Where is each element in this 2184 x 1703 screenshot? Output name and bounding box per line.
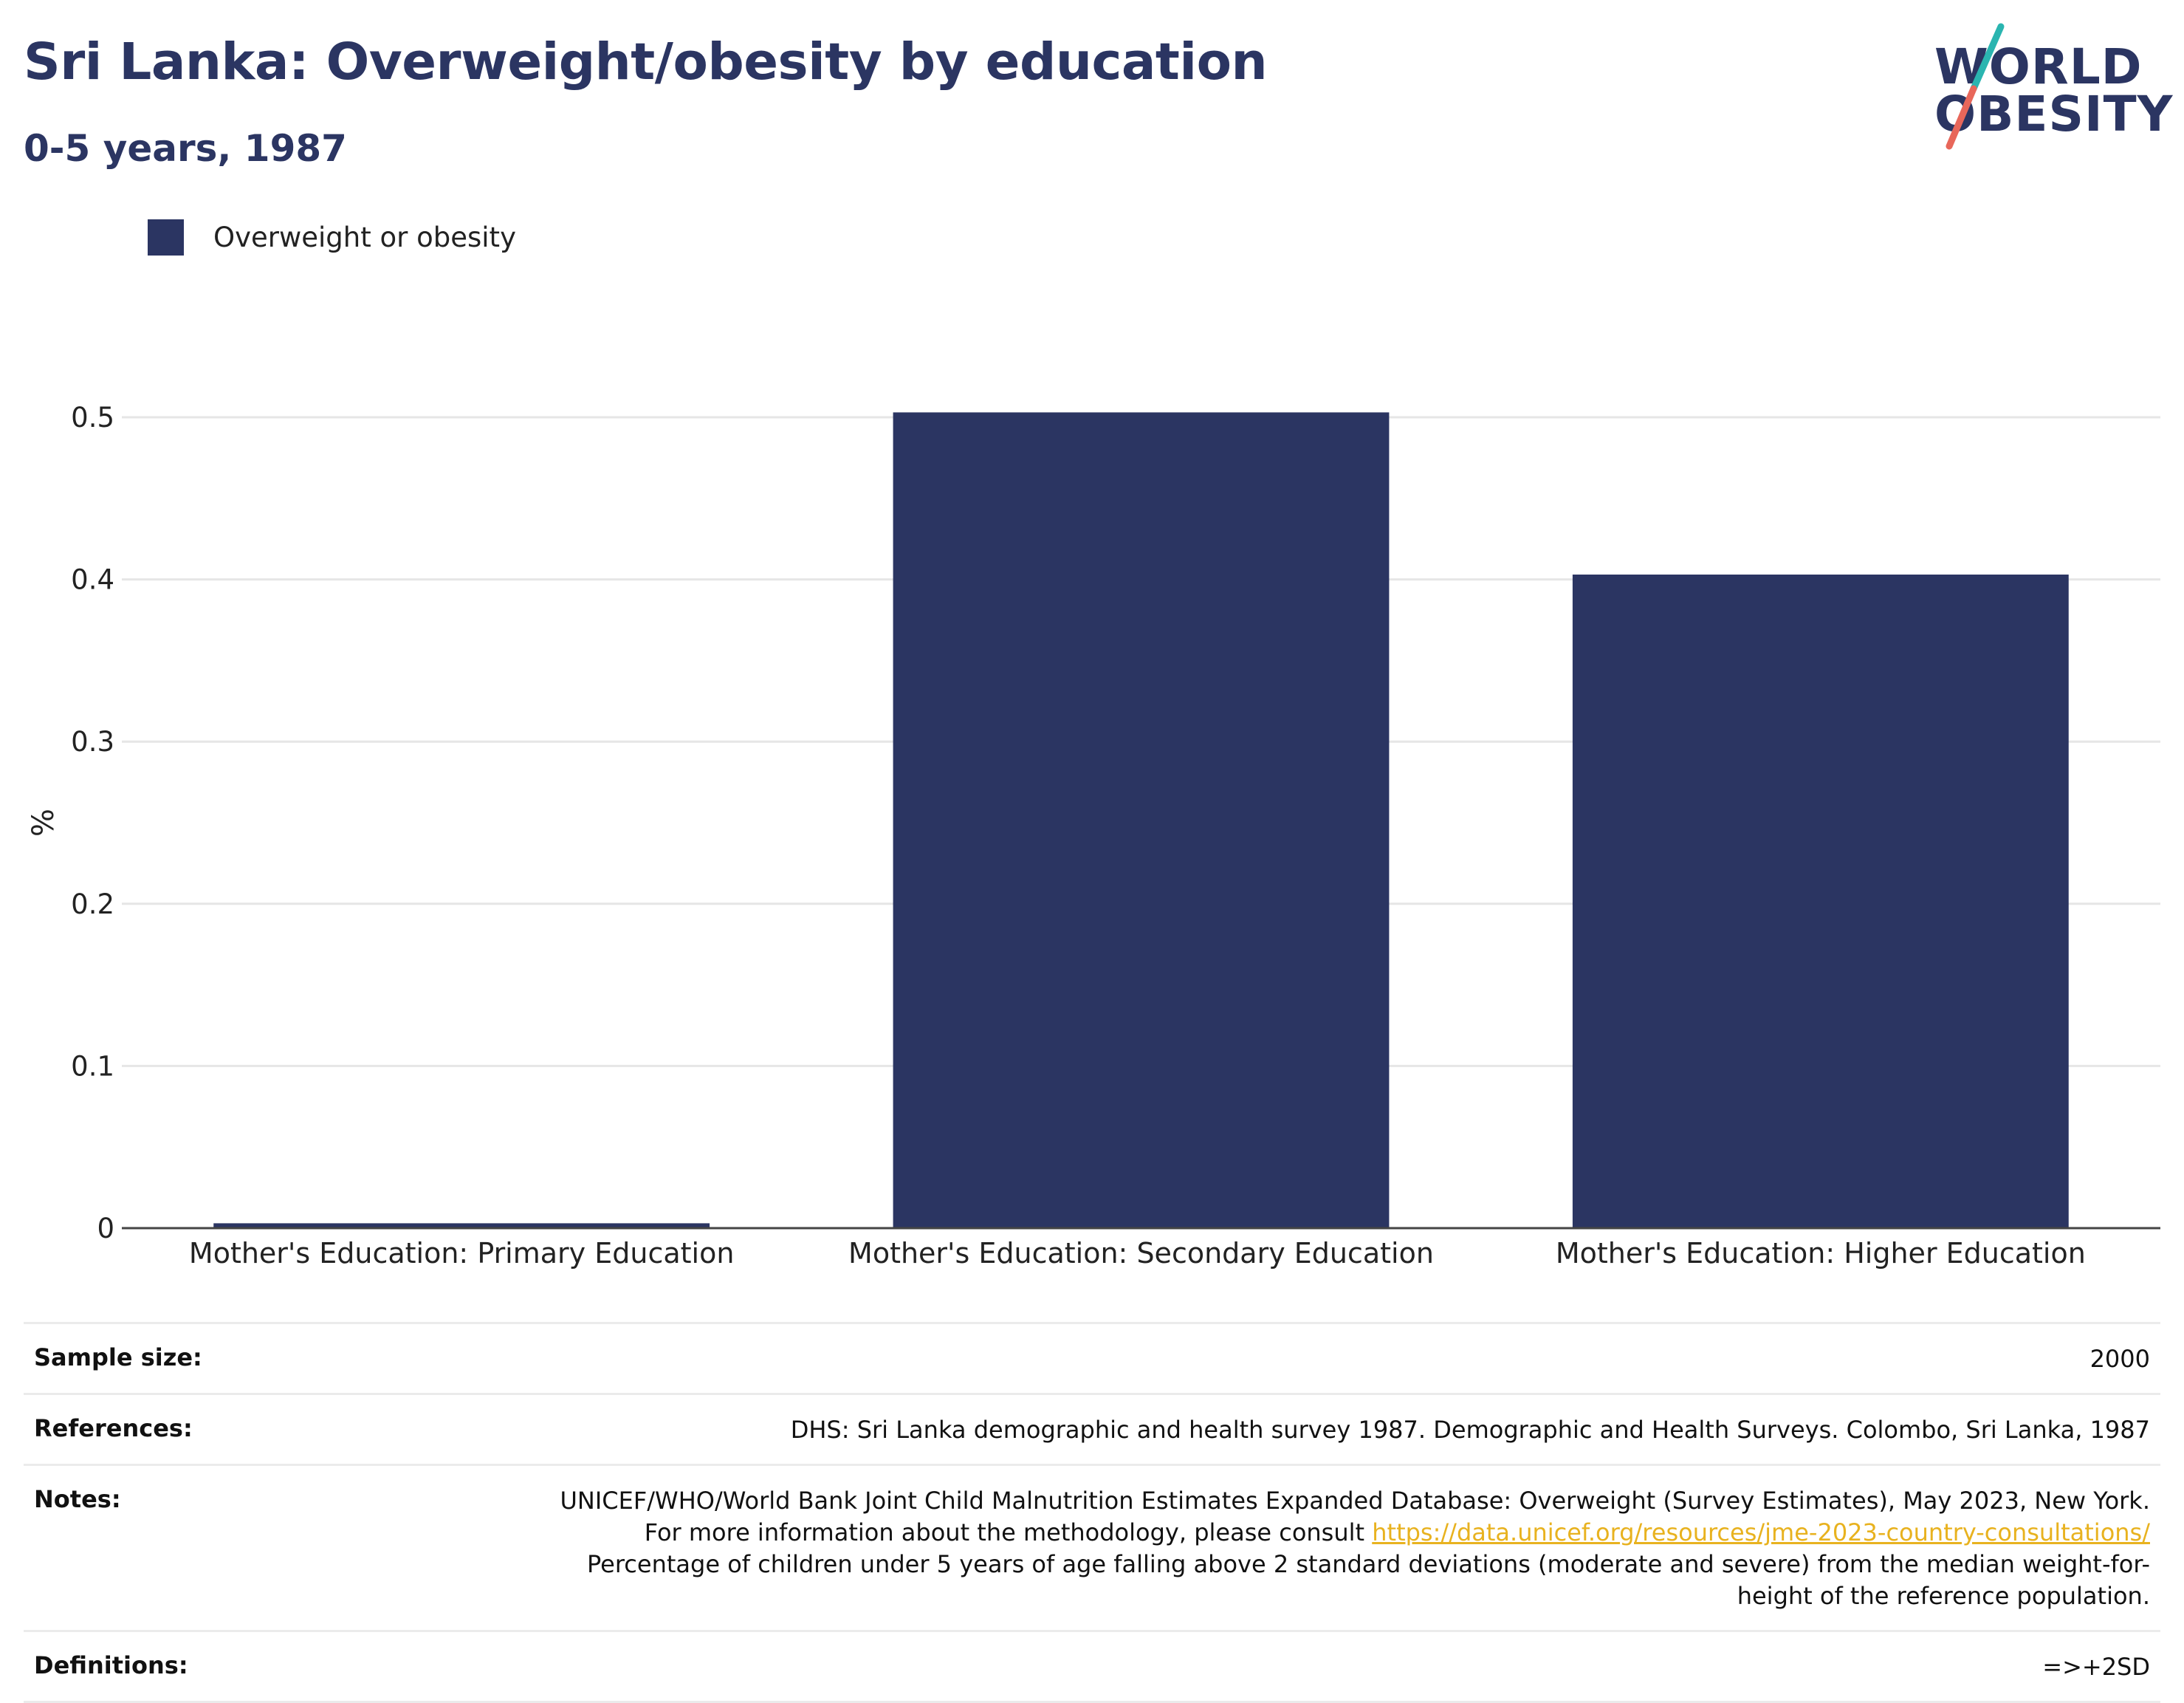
chart-subtitle: 0-5 years, 1987: [24, 127, 347, 170]
legend-swatch: [148, 219, 184, 256]
info-table: Sample size: 2000 References: DHS: Sri L…: [24, 1322, 2160, 1703]
bar: [213, 1223, 710, 1228]
bar: [1572, 575, 2069, 1228]
sample-size-value: 2000: [2089, 1345, 2150, 1373]
notes-text-1: UNICEF/WHO/World Bank Joint Child Malnut…: [560, 1487, 2151, 1546]
sample-size-label: Sample size:: [34, 1343, 202, 1371]
x-tick-label: Mother's Education: Primary Education: [189, 1237, 735, 1269]
notes-label: Notes:: [34, 1485, 121, 1513]
notes-link[interactable]: https://data.unicef.org/resources/jme-20…: [1372, 1518, 2150, 1546]
y-tick-label: 0.3: [71, 726, 114, 758]
y-tick-label: 0.2: [71, 888, 114, 920]
logo-stripe-icon: [1946, 23, 2005, 150]
y-tick-label: 0.4: [71, 564, 114, 596]
logo-word-world: WORLD: [1934, 38, 2143, 95]
x-tick-label: Mother's Education: Secondary Education: [848, 1237, 1434, 1269]
notes-value: UNICEF/WHO/World Bank Joint Child Malnut…: [555, 1485, 2151, 1612]
y-tick-label: 0.1: [71, 1050, 114, 1082]
bar-chart: 0 0.1 0.2 0.3 0.4 0.5% Mother's Education: Pri…: [27, 402, 2160, 1269]
references-label: References:: [34, 1414, 193, 1442]
logo-word-obesity: OBESITY: [1934, 86, 2174, 143]
x-tick-label: Mother's Education: Higher Education: [1556, 1237, 2086, 1269]
definitions-label: Definitions:: [34, 1651, 188, 1679]
chart-title: Sri Lanka: Overweight/obesity by educati…: [24, 32, 1268, 92]
info-row-definitions: Definitions: =>+2SD: [24, 1630, 2160, 1703]
definitions-value: =>+2SD: [2042, 1653, 2150, 1681]
chart-legend: Overweight or obesity: [148, 219, 516, 256]
info-row-notes: Notes: UNICEF/WHO/World Bank Joint Child…: [24, 1464, 2160, 1630]
notes-text-2: Percentage of children under 5 years of …: [587, 1550, 2150, 1610]
info-row-references: References: DHS: Sri Lanka demographic a…: [24, 1393, 2160, 1464]
legend-label: Overweight or obesity: [213, 222, 516, 253]
references-value: DHS: Sri Lanka demographic and health su…: [790, 1416, 2150, 1444]
y-axis-title: %: [27, 809, 61, 837]
info-row-sample-size: Sample size: 2000: [24, 1322, 2160, 1393]
world-obesity-logo: WORLD OBESITY: [1920, 21, 2174, 161]
y-tick-label: 0.5: [71, 402, 114, 434]
bar: [893, 412, 1390, 1228]
y-tick-label: 0: [97, 1213, 114, 1244]
